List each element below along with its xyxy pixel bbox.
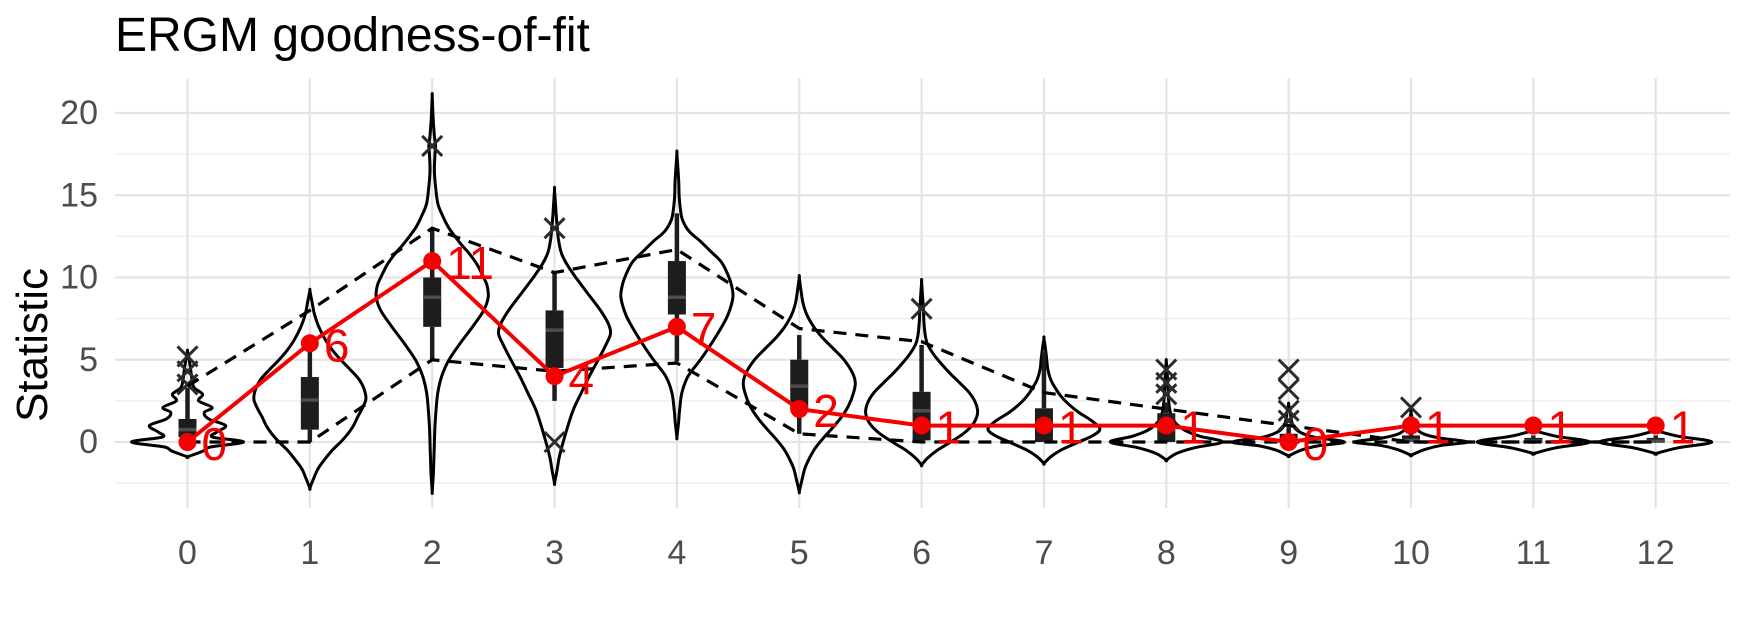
outlier-x-mark — [543, 430, 566, 454]
y-axis-title: Statistic — [8, 267, 57, 423]
violin-2 — [374, 91, 490, 495]
x-tick-label: 9 — [1279, 534, 1298, 572]
y-tick-label: 5 — [79, 341, 98, 379]
observed-point — [1279, 433, 1298, 451]
x-tick-label: 4 — [667, 534, 686, 572]
violin-0 — [129, 348, 246, 460]
observed-value-label: 11 — [446, 237, 494, 289]
x-tick-label: 1 — [300, 534, 319, 572]
observed-point — [912, 416, 931, 435]
x-tick-label: 11 — [1516, 534, 1551, 572]
chart-title: ERGM goodness-of-fit — [115, 9, 590, 62]
violin-7 — [986, 335, 1102, 466]
observed-point — [300, 334, 319, 353]
outlier-x-mark — [1277, 358, 1300, 381]
outlier-x-mark — [543, 217, 566, 240]
observed-value-label: 1 — [936, 402, 962, 454]
x-tick-label: 6 — [912, 534, 931, 572]
x-tick-label: 7 — [1034, 534, 1053, 572]
observed-value-label: 1 — [1547, 402, 1573, 454]
observed-value-label: 0 — [202, 418, 228, 470]
observed-point — [545, 367, 564, 386]
observed-value-label: 7 — [691, 303, 717, 355]
x-tick-label: 0 — [178, 534, 197, 572]
y-tick-label: 0 — [79, 423, 98, 461]
observed-point — [790, 400, 809, 419]
violin-6 — [864, 277, 980, 468]
observed-point — [1524, 416, 1543, 435]
y-tick-label: 15 — [60, 176, 98, 214]
x-tick-label: 5 — [790, 534, 809, 572]
x-tick-label: 3 — [545, 534, 564, 572]
x-tick-label: 2 — [423, 534, 442, 572]
observed-point — [1402, 416, 1420, 435]
violin-12 — [1598, 428, 1714, 456]
outlier-x-mark — [910, 297, 933, 320]
violin-1 — [252, 287, 368, 491]
observed-point — [1034, 416, 1053, 435]
observed-value-label: 0 — [1303, 418, 1329, 470]
violin-4 — [619, 149, 735, 441]
violin-8 — [1108, 358, 1224, 463]
lower-quantile-dashed-line — [187, 358, 1656, 444]
observed-point — [667, 317, 686, 336]
box-1 — [300, 377, 319, 430]
outlier-x-mark — [1277, 399, 1300, 422]
observed-value-label: 4 — [569, 352, 595, 404]
observed-value-label: 1 — [1670, 402, 1696, 454]
box-2 — [423, 277, 442, 327]
observed-point — [178, 433, 197, 451]
x-tick-label: 12 — [1637, 534, 1675, 572]
y-tick-label: 20 — [60, 94, 98, 132]
outlier-x-mark — [176, 345, 199, 368]
y-tick-label: 10 — [60, 259, 98, 297]
observed-point — [423, 252, 442, 271]
outlier-x-mark — [421, 134, 444, 157]
observed-value-label: 2 — [813, 385, 839, 437]
outlier-x-mark — [1277, 378, 1300, 401]
violin-3 — [496, 185, 613, 487]
upper-quantile-dashed-line — [186, 226, 1656, 444]
box-3 — [545, 310, 564, 368]
x-tick-label: 10 — [1392, 534, 1430, 572]
violin-11 — [1475, 428, 1591, 456]
violin-5 — [741, 273, 857, 495]
x-tick-label: 8 — [1157, 534, 1176, 572]
observed-value-label: 1 — [1425, 402, 1451, 454]
observed-point — [1646, 416, 1665, 435]
outlier-x-mark — [1399, 396, 1423, 419]
box-4 — [667, 261, 686, 315]
observed-value-label: 1 — [1058, 402, 1084, 454]
observed-value-label: 1 — [1180, 402, 1206, 454]
observed-point — [1157, 416, 1176, 435]
outlier-x-mark — [1155, 358, 1178, 381]
observed-value-label: 6 — [324, 319, 350, 371]
